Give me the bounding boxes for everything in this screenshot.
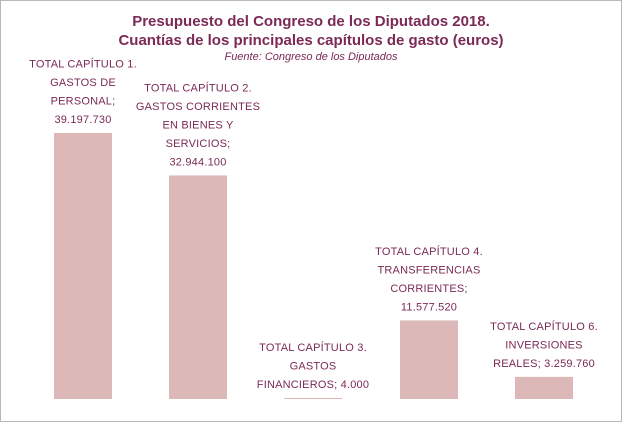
data-label-3: TOTAL CAPÍTULO 3. GASTOS FINANCIEROS; 4.00… <box>257 341 369 391</box>
data-label-1: TOTAL CAPÍTULO 1. GASTOS DE PERSONAL; 39.19… <box>29 58 137 127</box>
data-label-5-line-2: INVERSIONES <box>505 339 582 351</box>
data-label-1-line-3: PERSONAL; <box>51 96 116 108</box>
data-label-2: TOTAL CAPÍTULO 2. GASTOS CORRIENTES EN BIE… <box>136 81 260 168</box>
chart-title: Presupuesto del Congreso de los Diputado… <box>1 12 621 50</box>
chart-title-line-1: Presupuesto del Congreso de los Diputado… <box>132 13 490 30</box>
chart-title-line-2: Cuantías de los principales capítulos de… <box>118 32 504 49</box>
data-label-2-line-1: TOTAL CAPÍTULO 2. <box>144 81 252 94</box>
bar-2 <box>169 175 227 399</box>
data-label-4-line-1: TOTAL CAPÍTULO 4. <box>375 245 483 258</box>
data-label-4-line-2: TRANSFERENCIAS <box>377 264 480 276</box>
data-label-5: TOTAL CAPÍTULO 6. INVERSIONES REALES; 3.25… <box>490 320 598 370</box>
data-label-3-line-1: TOTAL CAPÍTULO 3. <box>259 341 367 354</box>
data-label-2-line-5: 32.944.100 <box>169 156 226 168</box>
bar-1 <box>54 133 112 399</box>
data-label-2-line-2: GASTOS CORRIENTES <box>136 101 260 113</box>
data-label-3-line-2: GASTOS <box>290 361 337 373</box>
data-label-1-line-1: TOTAL CAPÍTULO 1. <box>29 58 137 71</box>
data-label-5-line-1: TOTAL CAPÍTULO 6. <box>490 320 598 333</box>
data-label-2-line-3: EN BIENES Y <box>162 119 234 131</box>
data-label-1-line-2: GASTOS DE <box>50 77 116 89</box>
data-label-4-line-4: 11.577.520 <box>401 301 457 313</box>
data-label-1-line-4: 39.197.730 <box>54 114 111 126</box>
data-label-3-line-3: FINANCIEROS; 4.000 <box>257 379 369 391</box>
bar-3 <box>284 398 342 399</box>
data-label-2-line-4: SERVICIOS; <box>166 138 231 150</box>
data-label-4: TOTAL CAPÍTULO 4. TRANSFERENCIAS CORRIENTE… <box>375 245 483 314</box>
data-label-5-line-3: REALES; 3.259.760 <box>493 358 595 370</box>
bar-4 <box>400 320 458 399</box>
bar-5 <box>515 376 573 399</box>
chart-subtitle: Fuente: Congreso de los Diputados <box>224 51 398 63</box>
data-label-4-line-3: CORRIENTES; <box>390 283 467 295</box>
